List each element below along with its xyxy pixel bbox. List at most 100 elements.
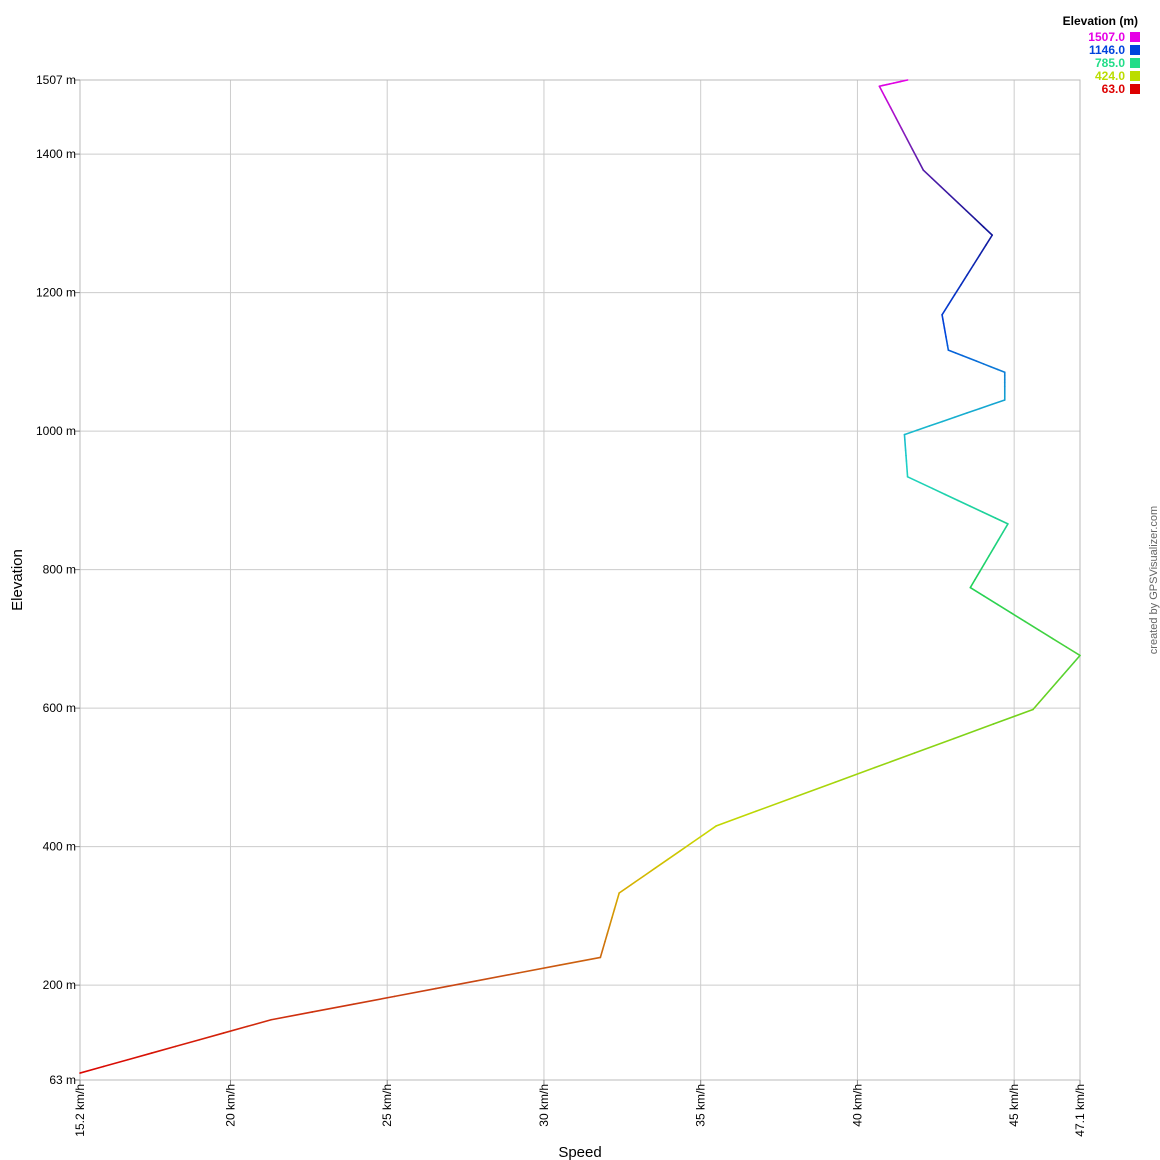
line-segment	[916, 158, 925, 171]
y-tick-label: 800 m	[43, 563, 76, 577]
line-segment	[982, 363, 992, 368]
legend-entry-label: 1507.0	[1088, 30, 1125, 44]
line-segment	[982, 226, 994, 236]
line-segment	[703, 825, 718, 836]
line-segment	[1010, 612, 1026, 623]
line-segment	[965, 209, 976, 220]
line-segment	[311, 1003, 355, 1013]
line-segment	[969, 586, 985, 597]
line-segment	[944, 493, 959, 502]
line-segment	[611, 908, 616, 918]
legend-entry-label: 785.0	[1095, 56, 1125, 70]
x-tick-label: 15.2 km/h	[73, 1084, 87, 1137]
line-segment	[1038, 695, 1046, 704]
line-segment	[966, 264, 975, 276]
credit-text: created by GPSVisualizer.com	[1148, 506, 1160, 654]
line-segment	[919, 481, 934, 490]
line-segment	[642, 867, 657, 878]
line-segment	[604, 932, 609, 943]
line-segment	[978, 403, 994, 410]
line-segment	[941, 304, 950, 316]
line-segment	[931, 177, 942, 188]
line-segment	[992, 539, 1000, 549]
y-tick-label: 1200 m	[36, 286, 76, 300]
legend-swatch	[1130, 58, 1140, 68]
line-segment	[975, 360, 985, 365]
line-segment	[961, 354, 971, 360]
line-segment	[616, 892, 620, 902]
line-segment	[103, 1058, 129, 1068]
line-segment	[988, 546, 995, 557]
line-segment	[1073, 654, 1081, 664]
x-axis-title: Speed	[558, 1144, 601, 1160]
line-segment	[606, 924, 611, 935]
line-segment	[270, 1011, 314, 1021]
line-segment	[941, 416, 956, 423]
line-segment	[953, 723, 995, 740]
line-segment	[953, 412, 968, 419]
line-segment	[978, 244, 987, 256]
line-segment	[654, 858, 669, 869]
line-segment	[969, 578, 976, 589]
line-segment	[994, 517, 1009, 525]
line-segment	[903, 79, 909, 82]
y-tick-label: 400 m	[43, 840, 76, 854]
line-segment	[968, 357, 978, 362]
line-segment	[884, 95, 892, 108]
line-segment	[991, 399, 1006, 406]
line-segment	[1038, 629, 1054, 640]
line-segment	[900, 127, 908, 140]
line-segment	[939, 185, 950, 196]
line-segment	[618, 883, 633, 894]
line-segment	[476, 972, 519, 982]
line-segment	[352, 995, 396, 1005]
line-segment	[983, 554, 990, 565]
legend-swatch	[1130, 84, 1140, 94]
x-axis-ticks: 15.2 km/h 20 km/h 25 km/h 30 km/h 35 km/h 40 …	[73, 1080, 1087, 1137]
line-segment	[794, 781, 836, 798]
line-segment	[931, 487, 947, 496]
line-segment	[1024, 620, 1040, 631]
x-tick-label: 30 km/h	[537, 1084, 551, 1127]
x-tick-label: 47.1 km/h	[1073, 1084, 1087, 1137]
line-segment	[954, 352, 964, 357]
legend-swatch	[1130, 32, 1140, 42]
y-tick-label: 1400 m	[36, 147, 76, 161]
line-segment	[630, 875, 645, 886]
line-segment	[599, 948, 604, 959]
line-segment	[1032, 701, 1040, 711]
line-segment	[996, 603, 1013, 614]
x-tick-label: 40 km/h	[850, 1084, 864, 1127]
line-segment	[966, 407, 981, 414]
line-segment	[947, 294, 956, 306]
line-segment	[691, 833, 706, 844]
grid	[79, 79, 1081, 1081]
line-segment	[679, 841, 693, 852]
legend-swatch	[1130, 71, 1140, 81]
line-segment	[1067, 661, 1075, 670]
legend-entry-label: 63.0	[1102, 82, 1126, 96]
x-tick-label: 35 km/h	[694, 1084, 708, 1127]
line-segment	[982, 511, 997, 519]
line-segment	[972, 254, 981, 266]
line-segment	[916, 425, 931, 432]
line-segment	[434, 979, 478, 990]
line-segment	[393, 987, 437, 998]
line-segment	[960, 274, 968, 286]
line-segment	[878, 85, 886, 98]
plot-frame	[79, 79, 1081, 1081]
line-segment	[913, 737, 955, 754]
line-segment	[906, 137, 914, 150]
line-segment	[903, 429, 918, 436]
line-segment	[969, 505, 984, 513]
line-segment	[79, 1065, 105, 1074]
y-tick-label: 1000 m	[36, 424, 76, 438]
line-segment	[953, 284, 962, 296]
y-axis-ticks: 63 m 200 m 400 m 600 m 800 m 1000 m 1200 m 1400…	[36, 73, 80, 1087]
legend-title: Elevation (m)	[1063, 14, 1138, 28]
line-segment	[911, 148, 919, 161]
y-tick-label: 200 m	[43, 978, 76, 992]
line-segment	[558, 956, 602, 967]
x-tick-label: 45 km/h	[1007, 1084, 1021, 1127]
